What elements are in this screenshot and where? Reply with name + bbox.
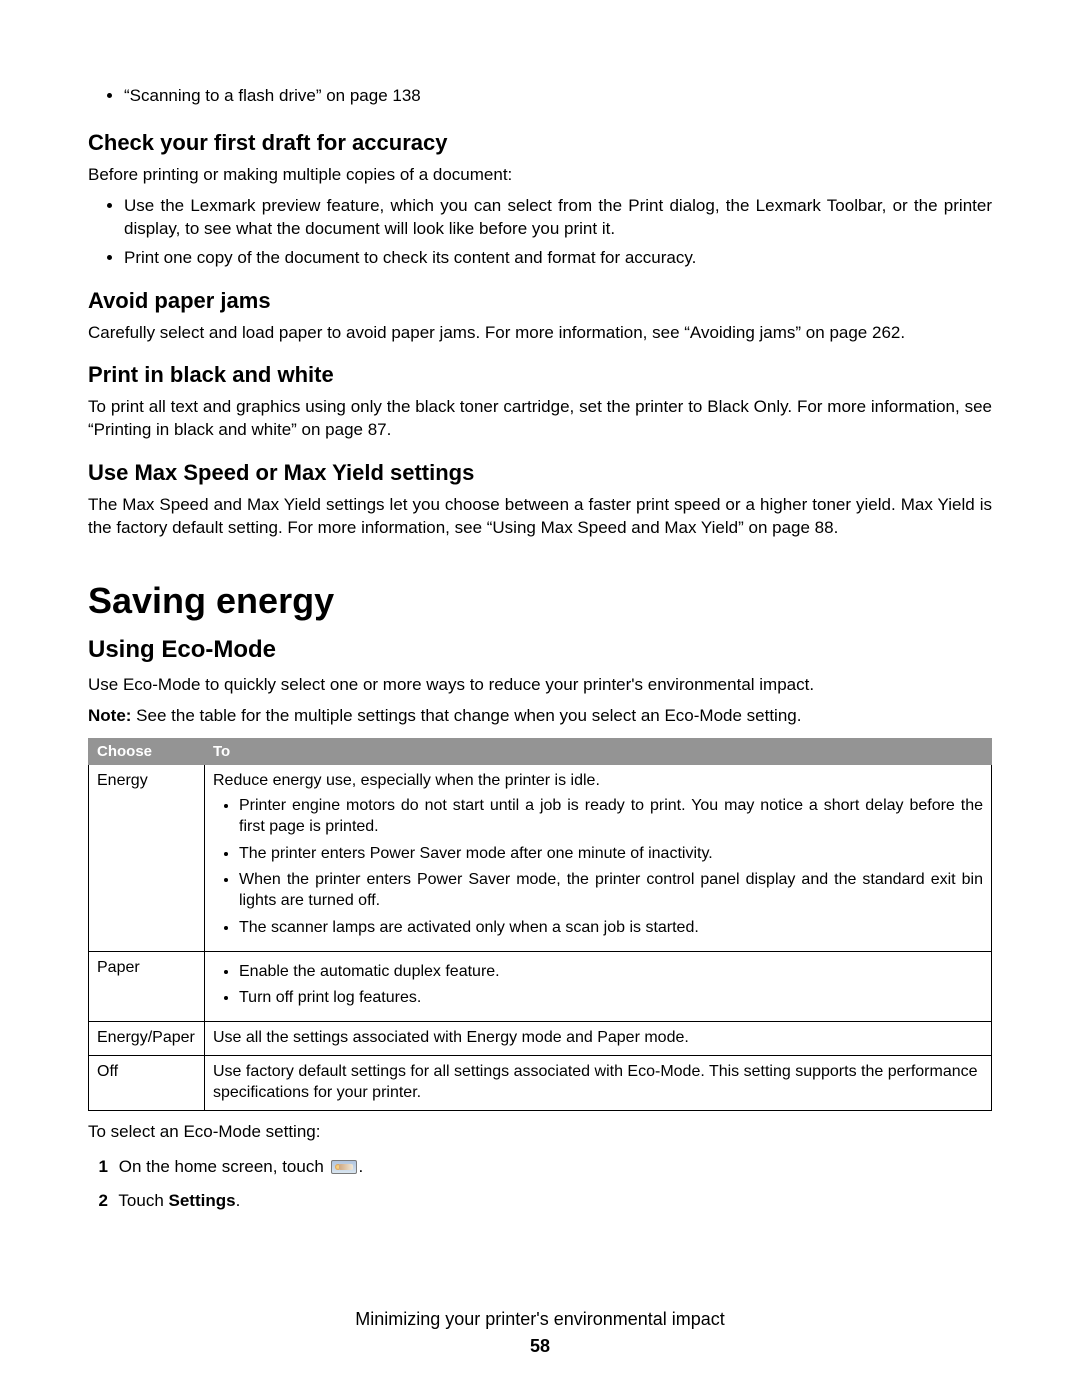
menu-icon [331,1160,357,1174]
paragraph: The Max Speed and Max Yield settings let… [88,494,992,540]
cell-intro: Reduce energy use, especially when the p… [213,771,983,792]
cell-choose: Paper [89,951,205,1022]
document-page: “Scanning to a flash drive” on page 138 … [0,0,1080,1397]
cell-to: Reduce energy use, especially when the p… [205,765,992,952]
ref-item: “Scanning to a flash drive” on page 138 [124,84,992,108]
step-suffix: . [359,1157,364,1176]
eco-mode-table: Choose To Energy Reduce energy use, espe… [88,738,992,1111]
select-lead: To select an Eco-Mode setting: [88,1121,992,1144]
paragraph: Carefully select and load paper to avoid… [88,322,992,345]
heading-print-bw: Print in black and white [88,362,992,388]
table-row: Energy/Paper Use all the settings associ… [89,1022,992,1056]
table-row: Off Use factory default settings for all… [89,1056,992,1111]
step-item: 2 Touch Settings. [88,1186,992,1217]
note-text: See the table for the multiple settings … [131,706,801,725]
list-item: When the printer enters Power Saver mode… [239,870,983,912]
paragraph: To print all text and graphics using onl… [88,396,992,442]
heading-avoid-jams: Avoid paper jams [88,288,992,314]
paragraph: Before printing or making multiple copie… [88,164,992,187]
list-item: Turn off print log features. [239,988,983,1009]
cell-list: Printer engine motors do not start until… [213,796,983,939]
cell-choose: Energy [89,765,205,952]
list-item: Print one copy of the document to check … [124,247,992,270]
cell-to: Use all the settings associated with Ene… [205,1022,992,1056]
list-item: The scanner lamps are activated only whe… [239,918,983,939]
cell-list: Enable the automatic duplex feature. Tur… [213,962,983,1010]
step-bold-text: Settings [169,1191,236,1210]
table-row: Energy Reduce energy use, especially whe… [89,765,992,952]
paragraph: Use Eco-Mode to quickly select one or mo… [88,674,992,697]
heading-using-eco-mode: Using Eco-Mode [88,636,992,664]
page-footer: Minimizing your printer's environmental … [0,1309,1080,1357]
cell-to: Enable the automatic duplex feature. Tur… [205,951,992,1022]
cell-choose: Off [89,1056,205,1111]
list-item: The printer enters Power Saver mode afte… [239,844,983,865]
step-number: 2 [88,1186,108,1217]
note-paragraph: Note: See the table for the multiple set… [88,705,992,728]
table-header-to: To [205,739,992,765]
step-suffix: . [236,1191,241,1210]
list-item: Printer engine motors do not start until… [239,796,983,838]
heading-check-draft: Check your first draft for accuracy [88,130,992,156]
heading-saving-energy: Saving energy [88,580,992,622]
table-header-choose: Choose [89,739,205,765]
check-draft-list: Use the Lexmark preview feature, which y… [88,195,992,270]
footer-page-number: 58 [0,1336,1080,1357]
reference-list: “Scanning to a flash drive” on page 138 [88,84,992,108]
step-text: On the home screen, touch [119,1157,329,1176]
step-number: 1 [88,1152,108,1183]
note-label: Note: [88,706,131,725]
footer-title: Minimizing your printer's environmental … [0,1309,1080,1330]
cell-choose: Energy/Paper [89,1022,205,1056]
step-text: Touch [118,1191,168,1210]
list-item: Use the Lexmark preview feature, which y… [124,195,992,241]
list-item: Enable the automatic duplex feature. [239,962,983,983]
heading-max-speed-yield: Use Max Speed or Max Yield settings [88,460,992,486]
table-row: Paper Enable the automatic duplex featur… [89,951,992,1022]
steps-list: 1 On the home screen, touch . 2 Touch Se… [88,1152,992,1217]
step-item: 1 On the home screen, touch . [88,1152,992,1183]
cell-to: Use factory default settings for all set… [205,1056,992,1111]
